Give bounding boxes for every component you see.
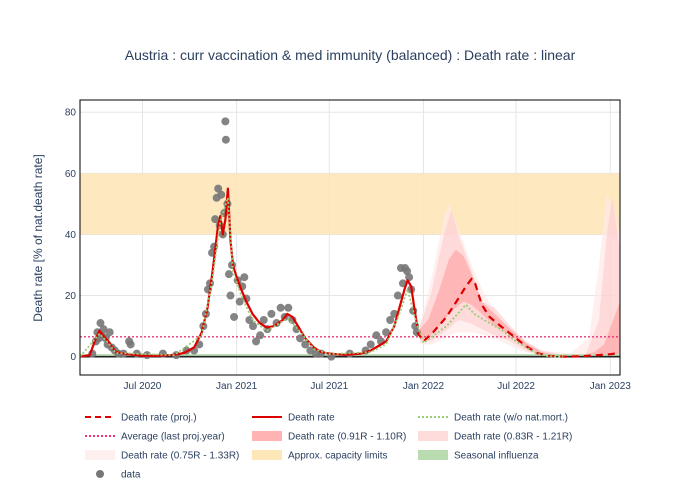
x-tick-label: Jan 2022 [403, 381, 445, 392]
legend-label-0: Death rate (proj.) [121, 413, 197, 424]
legend-label-1: Death rate [288, 413, 335, 424]
legend-symbol-5 [418, 431, 448, 441]
data-point [126, 340, 135, 349]
legend: Death rate (proj.) Death rate Death rate (… [85, 413, 572, 481]
data-point [252, 337, 261, 346]
data-point [259, 316, 268, 324]
legend-symbol-9 [96, 470, 104, 478]
legend-label-9: data [121, 470, 141, 481]
y-tick-label: 80 [65, 108, 77, 119]
legend-label-4: Death rate (0.91R - 1.10R) [288, 432, 406, 443]
data-point [276, 303, 285, 312]
data-point [366, 340, 375, 349]
series-line-1 [416, 277, 620, 358]
data-point [393, 291, 402, 300]
legend-label-6: Death rate (0.75R - 1.33R) [121, 451, 239, 462]
data-point [240, 273, 249, 282]
legend-label-3: Average (last proj.year) [121, 432, 225, 443]
y-tick-label: 60 [65, 169, 77, 180]
data-point [245, 316, 254, 324]
y-tick-label: 40 [65, 230, 77, 241]
chart-title: Austria : curr vaccination & med immunit… [125, 47, 576, 63]
data-point [96, 319, 105, 328]
legend-label-7: Approx. capacity limits [288, 451, 387, 462]
data-point [105, 328, 114, 337]
plot-background [80, 100, 620, 375]
legend-symbol-6 [85, 450, 115, 460]
x-tick-label: Jan 2023 [590, 381, 632, 392]
data-point [211, 215, 220, 224]
series-line-2 [80, 196, 564, 358]
data-point [386, 316, 395, 324]
legend-symbol-8 [418, 450, 448, 460]
plot-area: 0 20 40 60 80 Jul 2020 Jan 2021 Jul 2021 Jan 202… [65, 99, 632, 392]
data-point [214, 184, 223, 193]
legend-symbol-4 [252, 431, 282, 441]
data-point [249, 322, 258, 331]
data-point [235, 297, 244, 306]
data-point [226, 291, 235, 300]
legend-label-2: Death rate (w/o nat.mort.) [454, 413, 568, 424]
plot-frame [79, 99, 621, 376]
band-0 [419, 249, 620, 357]
y-axis-title: Death rate [% of nat.death rate] [31, 154, 45, 321]
data-point [382, 328, 391, 337]
data-point [296, 334, 305, 343]
data-point [99, 325, 108, 334]
data-point [217, 190, 226, 199]
data-point [221, 135, 230, 144]
legend-label-8: Seasonal influenza [454, 451, 539, 462]
data-point [221, 117, 230, 126]
series-line-0 [80, 187, 419, 358]
capacity-band [80, 173, 620, 235]
legend-symbol-7 [252, 450, 282, 460]
data-point [256, 331, 265, 340]
band-1 [419, 197, 620, 357]
x-tick-label: Jul 2020 [124, 381, 162, 392]
x-tick-label: Jan 2021 [216, 381, 258, 392]
x-tick-label: Jul 2022 [497, 381, 535, 392]
data-point [267, 309, 276, 318]
data-point [224, 270, 233, 279]
y-tick-label: 0 [70, 352, 76, 363]
data-point [403, 267, 412, 276]
data-point [301, 340, 310, 349]
data-point [230, 312, 239, 321]
x-tick-label: Jul 2021 [310, 381, 348, 392]
data-point [284, 303, 293, 312]
legend-label-5: Death rate (0.83R - 1.21R) [454, 432, 572, 443]
plot-series-group [80, 117, 620, 361]
y-tick-label: 20 [65, 291, 77, 302]
data-point [405, 273, 414, 282]
data-point [372, 331, 381, 340]
